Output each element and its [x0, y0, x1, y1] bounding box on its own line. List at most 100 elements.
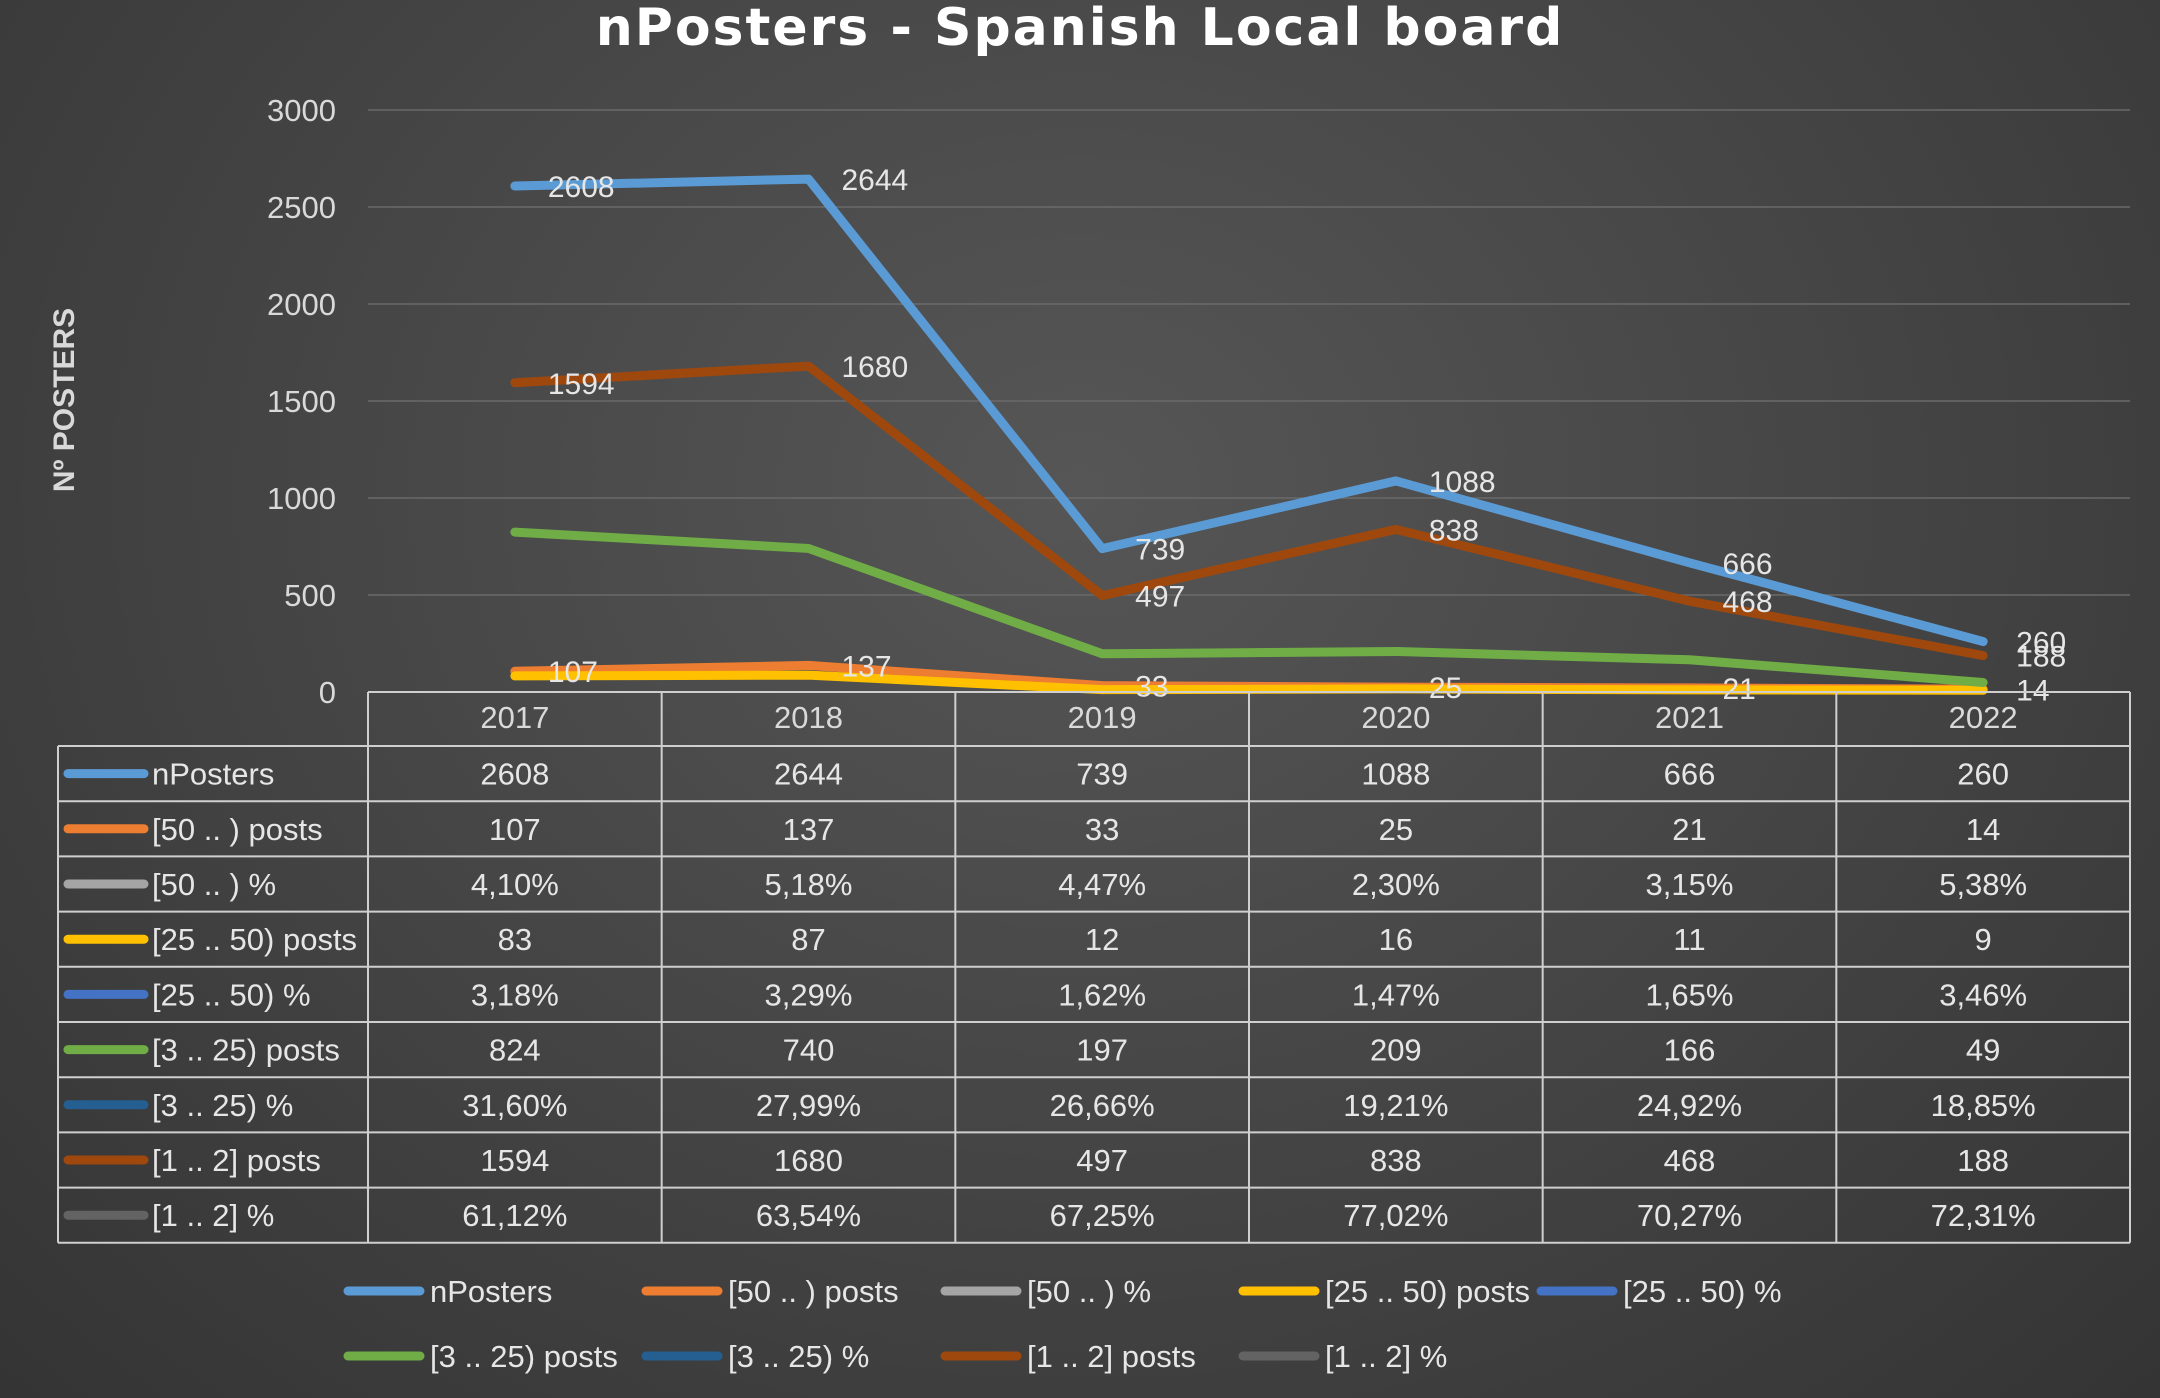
data-label: 21: [1723, 673, 1756, 706]
category-label: 2020: [1361, 700, 1430, 735]
table-cell: 497: [1076, 1143, 1128, 1178]
table-cell: 63,54%: [756, 1198, 861, 1233]
table-row-label: [50 .. ) %: [152, 867, 276, 902]
table-row-label: [50 .. ) posts: [152, 812, 323, 847]
y-tick-label: 2500: [267, 190, 336, 225]
table-cell: 468: [1664, 1143, 1716, 1178]
table-cell: 3,18%: [471, 977, 559, 1012]
data-label: 1680: [842, 351, 909, 384]
y-axis-ticks: 0 500 1000 1500 2000 2500 3000: [267, 93, 336, 710]
y-axis-title-group: Nº POSTERS: [48, 308, 81, 492]
legend-label: [50 .. ) %: [1027, 1274, 1151, 1309]
table-cell: 1594: [480, 1143, 549, 1178]
series-line-25-50-posts: [510, 670, 1988, 695]
table-row-label: [25 .. 50) %: [152, 977, 311, 1012]
data-label: 137: [842, 650, 892, 683]
category-label: 2017: [480, 700, 549, 735]
table-cell: 107: [489, 812, 541, 847]
y-tick-label: 2000: [267, 287, 336, 322]
table-cell: 5,18%: [765, 867, 853, 902]
data-label: 107: [548, 656, 598, 689]
series-lines: [510, 174, 1988, 695]
table-cell: 166: [1664, 1033, 1716, 1068]
table-cell: 1,47%: [1352, 977, 1440, 1012]
legend-item-25-50-posts: [25 .. 50) posts: [1238, 1274, 1530, 1309]
data-label: 838: [1429, 514, 1479, 547]
data-label: 739: [1135, 534, 1185, 567]
table-row-label: [25 .. 50) posts: [152, 922, 357, 957]
category-label: 2018: [774, 700, 843, 735]
table-cell: 77,02%: [1343, 1198, 1448, 1233]
table-cell: 24,92%: [1637, 1088, 1742, 1123]
table-cell: 1,65%: [1646, 977, 1734, 1012]
legend-item-nposters: nPosters: [343, 1274, 552, 1309]
legend-item-25-50-pct: [25 .. 50) %: [1536, 1274, 1782, 1309]
legend-label: [25 .. 50) %: [1623, 1274, 1782, 1309]
series-line-1-2-posts: [510, 361, 1988, 661]
gridlines: [368, 109, 2130, 596]
table-cell: 83: [498, 922, 532, 957]
table-cell: 824: [489, 1033, 541, 1068]
table-cell: 4,10%: [471, 867, 559, 902]
table-row-label: nPosters: [152, 757, 274, 792]
table-cell: 21: [1672, 812, 1706, 847]
data-label: 25: [1429, 672, 1462, 705]
y-tick-label: 0: [319, 675, 336, 710]
data-label: 1594: [548, 368, 615, 401]
data-label: 188: [2016, 641, 2066, 674]
data-label: 2608: [548, 171, 615, 204]
table-cell: 12: [1085, 922, 1119, 957]
data-label: 468: [1723, 586, 1773, 619]
table-cell: 1088: [1361, 757, 1430, 792]
table-row-label: [1 .. 2] posts: [152, 1143, 321, 1178]
table-cell: 188: [1957, 1143, 2009, 1178]
table-cell: 4,47%: [1058, 867, 1146, 902]
legend-label: nPosters: [430, 1274, 552, 1309]
data-label: 2644: [842, 164, 909, 197]
table-cell: 739: [1076, 757, 1128, 792]
table-row-label: [3 .. 25) posts: [152, 1033, 340, 1068]
chart-title: nPosters - Spanish Local board: [595, 0, 1565, 58]
data-table: 2017 2018 2019 2020 2021 2022 nPosters 2608 2644…: [57, 691, 2131, 1244]
table-cell: 2,30%: [1352, 867, 1440, 902]
table-cell: 3,29%: [765, 977, 853, 1012]
data-label: 33: [1135, 671, 1168, 704]
table-cell: 740: [783, 1033, 835, 1068]
legend-label: [3 .. 25) %: [728, 1339, 869, 1374]
table-cell: 260: [1957, 757, 2009, 792]
table-cell: 209: [1370, 1033, 1422, 1068]
table-cell: 25: [1379, 812, 1413, 847]
data-label: 14: [2016, 674, 2049, 707]
legend-label: [50 .. ) posts: [728, 1274, 899, 1309]
y-tick-label: 1000: [267, 481, 336, 516]
table-row-label: [3 .. 25) %: [152, 1088, 293, 1123]
legend-item-3-25-posts: [3 .. 25) posts: [343, 1339, 618, 1374]
table-row-label: [1 .. 2] %: [152, 1198, 274, 1233]
legend-item-50-pct: [50 .. ) %: [940, 1274, 1151, 1309]
legend-item-1-2-pct: [1 .. 2] %: [1238, 1339, 1447, 1374]
table-cell: 2608: [480, 757, 549, 792]
y-tick-label: 500: [284, 578, 336, 613]
table-cell: 5,38%: [1939, 867, 2027, 902]
y-axis-title: Nº POSTERS: [48, 308, 81, 492]
table-cell: 2644: [774, 757, 843, 792]
legend-label: [3 .. 25) posts: [430, 1339, 618, 1374]
series-line-nposters: [510, 174, 1988, 647]
table-cell: 19,21%: [1343, 1088, 1448, 1123]
table-cell: 14: [1966, 812, 2000, 847]
table-cell: 33: [1085, 812, 1119, 847]
table-cell: 11: [1673, 922, 1705, 957]
table-cell: 3,15%: [1646, 867, 1734, 902]
table-cell: 27,99%: [756, 1088, 861, 1123]
legend-item-3-25-pct: [3 .. 25) %: [641, 1339, 869, 1374]
y-tick-label: 1500: [267, 384, 336, 419]
data-label: 260: [2016, 627, 2066, 660]
table-cell: 31,60%: [462, 1088, 567, 1123]
table-cell: 838: [1370, 1143, 1422, 1178]
legend-label: [1 .. 2] posts: [1027, 1339, 1196, 1374]
table-cell: 61,12%: [462, 1198, 567, 1233]
legend-label: [1 .. 2] %: [1325, 1339, 1447, 1374]
category-label: 2021: [1655, 700, 1724, 735]
